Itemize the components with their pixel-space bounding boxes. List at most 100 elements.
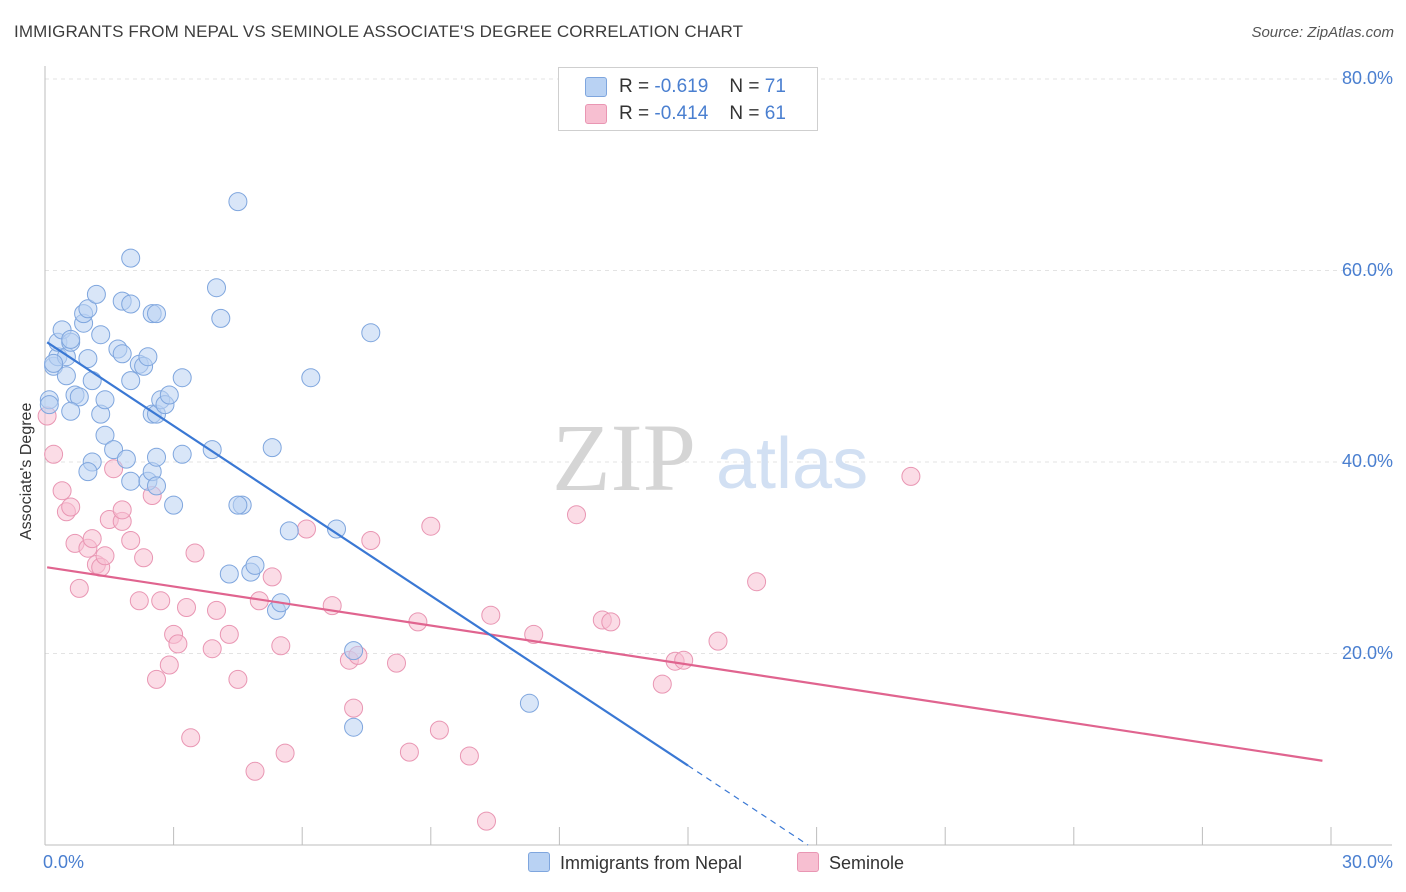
seminole-point [147, 669, 166, 689]
nepal-point [172, 368, 192, 388]
correlation-legend: R = -0.619 N = 71 R = -0.414 N = 61 [558, 67, 818, 131]
seminole-point [262, 567, 282, 587]
legend-r-value: -0.414 [654, 103, 709, 124]
watermark-zip: ZIP [552, 404, 696, 511]
seminole-point [95, 546, 115, 566]
seminole-point [82, 529, 102, 549]
watermark: ZIP atlas [552, 404, 868, 511]
legend-swatch-nepal [585, 77, 607, 97]
legend-n-label: N = [729, 103, 760, 124]
legend-r-value: -0.619 [654, 76, 709, 97]
seminole-point [181, 728, 201, 748]
trend-lines [46, 341, 1323, 846]
seminole-point [245, 761, 265, 781]
nepal-point [78, 299, 98, 319]
legend-r-label: R = [619, 103, 650, 124]
nepal-point [91, 325, 111, 345]
y-tick-label: 20.0% [1341, 642, 1393, 663]
grid-lines [45, 78, 1392, 654]
legend-swatch-seminole [585, 104, 607, 124]
nepal-point [147, 447, 166, 467]
seminole-point [524, 624, 544, 644]
legend-n-value: 71 [764, 76, 786, 97]
series-seminole [37, 406, 921, 831]
nepal-point [219, 564, 239, 584]
seminole-point [185, 543, 205, 563]
nepal-point [228, 192, 248, 212]
nepal-point [61, 329, 81, 349]
nepal-point [344, 641, 364, 661]
seminole-point [901, 466, 921, 486]
seminole-point [61, 497, 81, 517]
seminole-point [429, 720, 449, 740]
legend-swatch-seminole [797, 852, 819, 872]
seminole-point [112, 500, 132, 520]
seminole-point [708, 631, 728, 651]
nepal-point [78, 462, 98, 482]
seminole-point [69, 578, 89, 598]
source-label: Source: ZipAtlas.com [1251, 24, 1394, 41]
nepal-point [147, 304, 166, 324]
nepal-point [56, 366, 76, 386]
nepal-point [82, 371, 102, 391]
legend-item-nepal: Immigrants from Nepal [528, 852, 742, 874]
nepal-point [86, 284, 106, 304]
seminole-point [567, 505, 586, 525]
nepal-point [44, 353, 64, 373]
seminole-point [421, 516, 441, 536]
seminole-point [134, 548, 154, 568]
seminole-point [207, 600, 226, 620]
watermark-atlas: atlas [716, 424, 868, 504]
nepal-point [61, 401, 81, 421]
seminole-point [202, 639, 222, 659]
nepal-point [344, 717, 364, 737]
nepal-point [121, 294, 141, 314]
chart-title: IMMIGRANTS FROM NEPAL VS SEMINOLE ASSOCI… [14, 22, 744, 41]
seminole-trend-line [46, 566, 1323, 762]
seminole-point [399, 742, 419, 762]
nepal-point [327, 519, 346, 539]
legend-swatch-nepal [528, 852, 550, 872]
nepal-point [95, 390, 115, 410]
nepal-point [519, 693, 539, 713]
seminole-point [297, 519, 316, 539]
nepal-point [116, 449, 136, 469]
seminole-point [219, 624, 239, 644]
seminole-point [652, 674, 672, 694]
seminole-point [129, 591, 149, 611]
nepal-point [211, 308, 231, 328]
seminole-point [344, 698, 364, 718]
seminole-point [674, 650, 694, 670]
legend-label-nepal: Immigrants from Nepal [560, 853, 743, 873]
nepal-point [121, 471, 141, 491]
seminole-point [459, 746, 479, 766]
nepal-point [262, 438, 282, 458]
nepal-point [95, 425, 115, 445]
nepal-point [69, 387, 89, 407]
nepal-point [361, 323, 381, 343]
nepal-point [228, 495, 248, 515]
x-tick-label: 0.0% [43, 852, 85, 872]
nepal-point [279, 521, 299, 541]
seminole-point [361, 531, 381, 550]
nepal-point [164, 495, 184, 515]
seminole-point [44, 444, 64, 464]
seminole-point [271, 636, 291, 656]
seminole-point [177, 598, 196, 617]
seminole-point [52, 481, 72, 501]
legend-n-value: 61 [764, 103, 786, 124]
nepal-point [207, 278, 226, 298]
nepal-point [121, 248, 141, 268]
y-tick-label: 60.0% [1341, 259, 1393, 280]
nepal-point [121, 371, 141, 391]
legend-n-label: N = [729, 76, 760, 97]
nepal-point [245, 555, 265, 575]
seminole-point [121, 531, 141, 550]
nepal-point [138, 347, 158, 367]
nepal-point [172, 444, 192, 464]
legend-item-seminole: Seminole [797, 852, 904, 874]
seminole-point [151, 591, 171, 611]
seminole-point [275, 743, 295, 763]
y-tick-label: 80.0% [1341, 68, 1393, 88]
